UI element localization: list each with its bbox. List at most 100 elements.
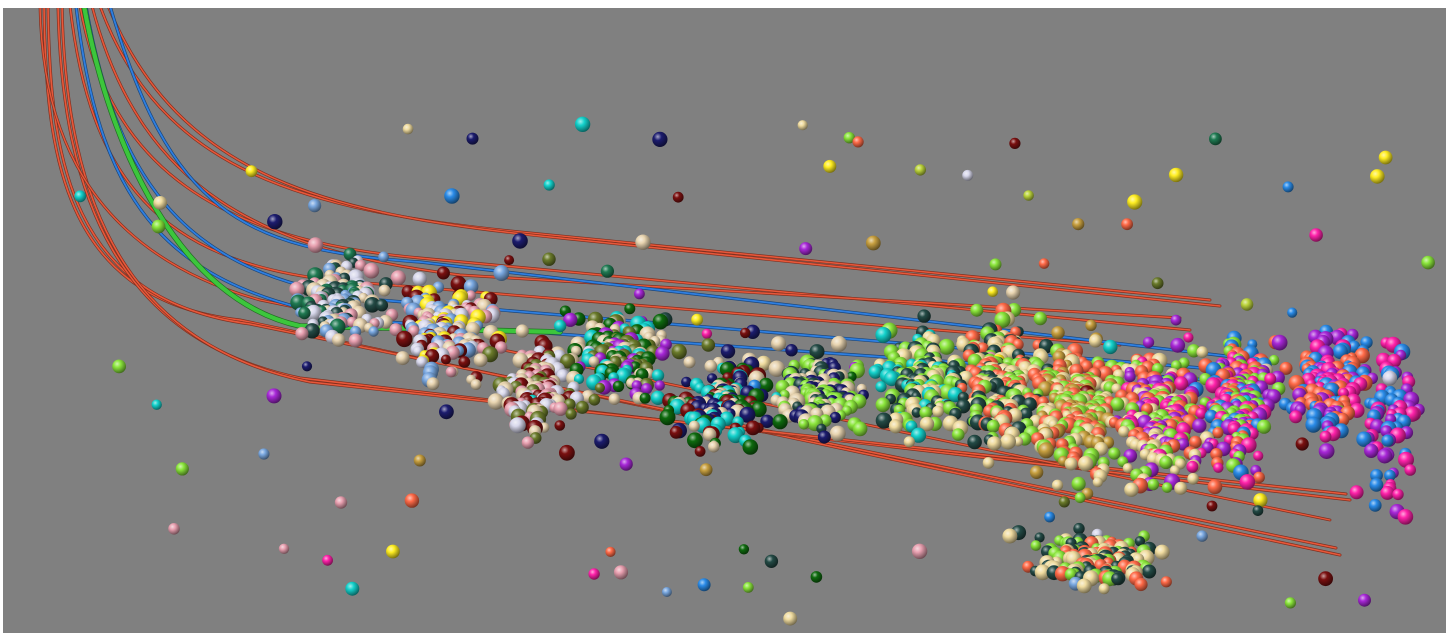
sphere-particle	[396, 330, 413, 348]
sphere-particle	[1318, 571, 1333, 587]
sphere-particle	[742, 582, 754, 593]
sphere-particle	[565, 408, 577, 420]
sphere-particle	[1174, 481, 1188, 495]
sphere-particle	[1356, 431, 1372, 447]
sphere-particle	[1192, 418, 1207, 433]
trajectory-lines	[38, 3, 1352, 557]
trajectory-line-5	[39, 5, 1331, 521]
sphere-particle	[560, 353, 576, 369]
sphere-particle	[651, 369, 665, 382]
sphere-particle	[1240, 298, 1254, 311]
sphere-particle	[987, 286, 998, 298]
sphere-particle	[348, 333, 363, 348]
sphere-particle	[1404, 464, 1416, 476]
sphere-particle	[439, 404, 454, 420]
sphere-particle	[1174, 376, 1189, 391]
sphere-particle	[694, 446, 706, 457]
sphere-particle	[910, 427, 927, 443]
sphere-particle	[1380, 485, 1395, 500]
sphere-particle	[1159, 455, 1173, 469]
sphere-particle	[515, 324, 529, 338]
sphere-particle	[1118, 425, 1130, 438]
sphere-particle	[364, 297, 381, 313]
sphere-particle	[1154, 544, 1170, 560]
sphere-particle	[301, 361, 313, 372]
sphere-particle	[553, 319, 567, 333]
sphere-particle	[322, 554, 333, 566]
sphere-particle	[375, 299, 389, 312]
sphere-particle	[563, 312, 578, 327]
sphere-particle	[1368, 499, 1382, 512]
sphere-particle	[919, 416, 935, 432]
sphere-particle	[307, 237, 324, 253]
sphere-particle	[1189, 435, 1202, 449]
sphere-particles	[74, 116, 1435, 626]
sphere-particle	[416, 356, 428, 368]
sphere-particle	[1013, 436, 1024, 447]
sphere-particle	[512, 233, 528, 249]
sphere-particle	[1161, 482, 1173, 493]
sphere-particle	[1124, 482, 1139, 497]
sphere-particle	[911, 543, 928, 559]
sphere-particle	[1384, 469, 1396, 482]
sphere-particle	[1033, 311, 1048, 326]
sphere-particle	[719, 362, 735, 377]
sphere-particle	[1092, 477, 1103, 488]
sphere-particle	[295, 327, 309, 341]
sphere-particle	[982, 457, 995, 469]
sphere-particle	[760, 414, 774, 428]
sphere-particle	[608, 393, 621, 406]
sphere-particle	[852, 136, 864, 148]
sphere-particle	[697, 578, 711, 592]
sphere-particle	[559, 444, 575, 461]
sphere-particle	[1071, 476, 1086, 491]
sphere-particle	[1364, 443, 1379, 458]
sphere-particle	[1044, 511, 1055, 523]
sphere-particle	[672, 191, 684, 203]
sphere-particle	[151, 399, 162, 410]
sphere-particle	[463, 279, 479, 294]
sphere-particle	[654, 380, 665, 391]
sphere-particle	[720, 344, 736, 359]
sphere-particle	[823, 159, 837, 173]
sphere-particle	[1034, 564, 1051, 581]
sphere-particle	[1072, 218, 1085, 231]
sphere-particle	[727, 427, 744, 444]
sphere-particle	[74, 190, 87, 203]
sphere-particle	[386, 544, 400, 559]
sphere-particle	[994, 311, 1011, 328]
sphere-particle	[408, 325, 420, 337]
sphere-particle	[1253, 493, 1268, 508]
sphere-particle	[494, 341, 508, 354]
sphere-particle	[1098, 583, 1110, 595]
sphere-particle	[799, 242, 813, 256]
sphere-particle	[919, 406, 933, 420]
sphere-particle	[771, 336, 786, 352]
sphere-particle	[639, 392, 651, 404]
sphere-particle	[641, 383, 653, 395]
sphere-particle	[1370, 469, 1383, 482]
sphere-particle	[1392, 488, 1404, 501]
sphere-particle	[1256, 419, 1272, 434]
sphere-particle	[573, 373, 585, 385]
sphere-particle	[266, 388, 282, 404]
sphere-particle	[976, 342, 989, 356]
trajectory-line-9-outline	[106, 4, 1222, 308]
sphere-particle	[450, 275, 467, 292]
sphere-particle	[704, 359, 718, 373]
sphere-particle	[1110, 397, 1125, 412]
sphere-particle	[875, 327, 892, 343]
sphere-particle	[1382, 370, 1398, 386]
sphere-particle	[635, 234, 651, 250]
sphere-particle	[1264, 372, 1277, 385]
sphere-particle	[1034, 532, 1045, 543]
sphere-particle	[1088, 334, 1103, 348]
sphere-particle	[1295, 437, 1309, 451]
sphere-particle	[1349, 485, 1364, 500]
sphere-particle	[884, 370, 900, 387]
sphere-particle	[1006, 285, 1021, 300]
sphere-particle	[267, 214, 283, 230]
viewport-right-border	[1446, 0, 1450, 633]
sphere-particle	[699, 463, 713, 477]
